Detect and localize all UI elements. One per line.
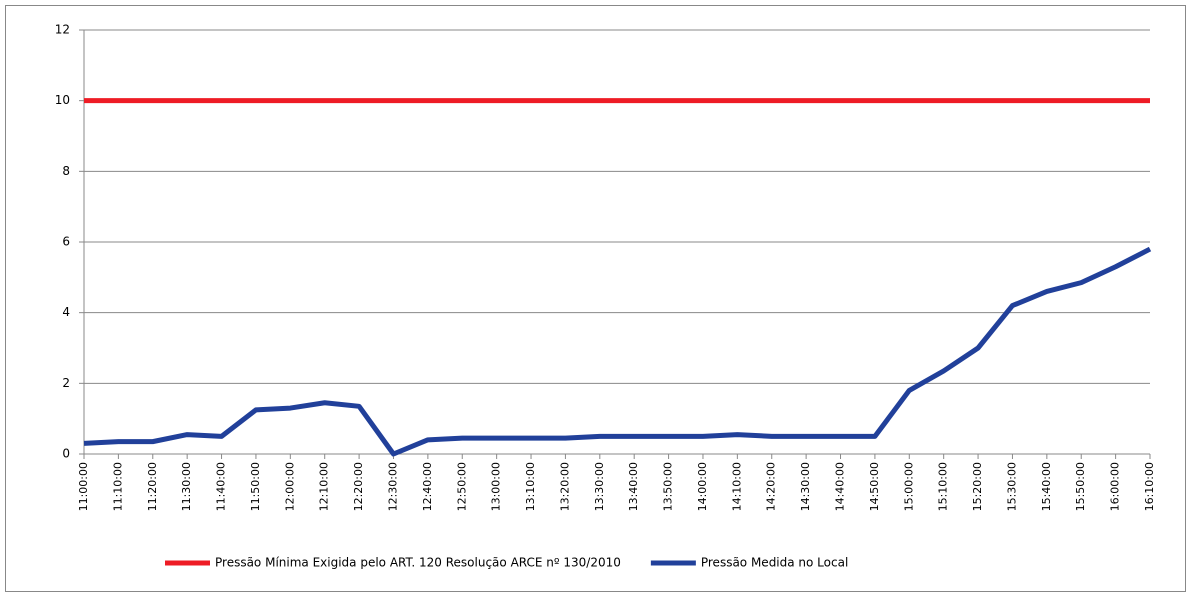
x-tick-label: 14:50:00	[868, 462, 881, 511]
y-tick-label: 2	[62, 376, 70, 390]
x-tick-label: 13:10:00	[524, 462, 537, 511]
x-tick-label: 14:40:00	[834, 462, 847, 511]
y-tick-label: 0	[62, 447, 70, 461]
x-tick-label: 11:20:00	[146, 462, 159, 511]
legend-label: Pressão Medida no Local	[701, 556, 848, 570]
legend-label: Pressão Mínima Exigida pelo ART. 120 Res…	[215, 556, 621, 570]
x-tick-label: 14:20:00	[765, 462, 778, 511]
x-tick-label: 14:30:00	[799, 462, 812, 511]
x-tick-label: 14:10:00	[730, 462, 743, 511]
x-tick-label: 13:50:00	[662, 462, 675, 511]
x-tick-label: 16:10:00	[1143, 462, 1156, 511]
x-tick-label: 15:50:00	[1074, 462, 1087, 511]
x-tick-label: 15:30:00	[1005, 462, 1018, 511]
x-tick-label: 13:20:00	[558, 462, 571, 511]
x-tick-label: 12:00:00	[283, 462, 296, 511]
x-tick-label: 11:50:00	[249, 462, 262, 511]
x-tick-label: 15:20:00	[971, 462, 984, 511]
x-tick-label: 13:00:00	[490, 462, 503, 511]
x-tick-label: 11:30:00	[180, 462, 193, 511]
x-tick-label: 15:40:00	[1040, 462, 1053, 511]
y-tick-label: 12	[55, 23, 70, 37]
y-tick-label: 4	[62, 305, 70, 319]
line-series	[83, 246, 1152, 457]
x-tick-label: 13:40:00	[627, 462, 640, 511]
x-tick-label: 12:20:00	[352, 462, 365, 511]
x-tick-label: 13:30:00	[593, 462, 606, 511]
y-tick-label: 6	[62, 235, 70, 249]
x-tick-label: 12:30:00	[386, 462, 399, 511]
x-tick-label: 15:10:00	[937, 462, 950, 511]
x-tick-label: 16:00:00	[1109, 462, 1122, 511]
x-tick-label: 12:50:00	[455, 462, 468, 511]
x-tick-label: 11:00:00	[77, 462, 90, 511]
x-tick-label: 12:40:00	[421, 462, 434, 511]
x-tick-label: 15:00:00	[902, 462, 915, 511]
y-tick-label: 10	[55, 93, 70, 107]
x-tick-label: 12:10:00	[318, 462, 331, 511]
x-tick-label: 11:10:00	[111, 462, 124, 511]
x-tick-label: 11:40:00	[215, 462, 228, 511]
y-tick-label: 8	[62, 164, 70, 178]
x-tick-label: 14:00:00	[696, 462, 709, 511]
